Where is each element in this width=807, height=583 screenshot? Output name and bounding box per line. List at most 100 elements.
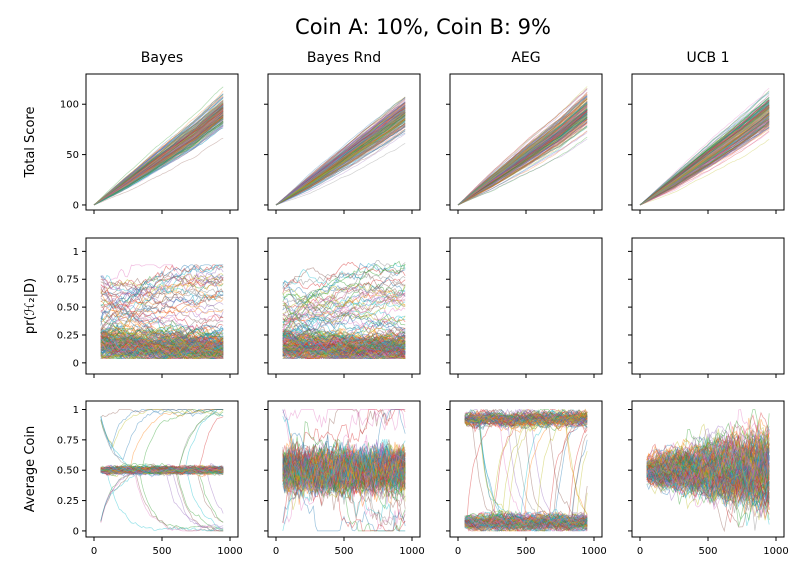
- series-line: [275, 112, 406, 206]
- series-line: [275, 108, 406, 206]
- panel-0-2: [446, 73, 603, 214]
- series-line: [639, 124, 770, 206]
- series-line: [646, 447, 770, 503]
- series-line: [100, 466, 224, 474]
- series-line: [639, 106, 770, 206]
- series-line: [93, 109, 224, 206]
- series-line: [464, 513, 588, 533]
- series-line: [100, 466, 224, 474]
- series-line: [282, 443, 406, 500]
- series-line: [93, 117, 224, 206]
- series-line: [639, 113, 770, 206]
- series-line: [464, 434, 588, 532]
- series-line: [275, 110, 406, 206]
- series-line: [464, 412, 588, 428]
- series-line: [464, 415, 588, 429]
- series-line: [282, 452, 406, 487]
- series-line: [457, 121, 588, 206]
- series-line: [93, 116, 224, 206]
- series-line: [464, 513, 588, 528]
- series-line: [275, 111, 406, 206]
- series-line: [100, 464, 224, 474]
- series-line: [93, 105, 224, 206]
- series-line: [282, 451, 406, 489]
- series-line: [457, 113, 588, 206]
- series-line: [282, 447, 406, 491]
- series-line: [464, 512, 588, 526]
- series-line: [639, 122, 770, 206]
- series-line: [646, 425, 770, 494]
- series-line: [282, 444, 406, 490]
- series-line: [464, 413, 588, 429]
- series-line: [457, 102, 588, 206]
- series-line: [282, 450, 406, 495]
- series-line: [93, 112, 224, 206]
- series-line: [100, 465, 224, 475]
- series-line: [464, 514, 588, 532]
- series-line: [639, 104, 770, 206]
- series-line: [93, 111, 224, 206]
- series-line: [639, 118, 770, 206]
- series-line: [100, 466, 224, 476]
- series-line: [100, 464, 224, 475]
- series-line: [457, 125, 588, 206]
- series-line: [639, 111, 770, 206]
- series-line: [100, 466, 224, 474]
- series-line: [275, 115, 406, 206]
- series-line: [93, 122, 224, 206]
- series-line: [282, 444, 406, 492]
- series-line: [100, 465, 224, 475]
- series-line: [93, 110, 224, 206]
- series-line: [457, 110, 588, 206]
- series-line: [93, 122, 224, 206]
- series-line: [646, 427, 770, 494]
- series-line: [639, 124, 770, 206]
- series-line: [282, 453, 406, 494]
- series-line: [93, 108, 224, 206]
- column-title: UCB 1: [687, 50, 730, 66]
- series-line: [457, 109, 588, 206]
- series-line: [639, 112, 770, 206]
- series-line: [275, 105, 406, 206]
- series-line: [275, 113, 406, 206]
- series-line: [646, 443, 770, 490]
- series-line: [464, 411, 588, 432]
- series-line: [93, 104, 224, 206]
- series-line: [275, 118, 406, 206]
- series-line: [639, 116, 770, 206]
- series-line: [464, 417, 588, 525]
- series-line: [639, 100, 770, 206]
- series-line: [646, 451, 770, 502]
- series-line: [464, 409, 588, 427]
- series-line: [646, 446, 770, 480]
- series-line: [646, 417, 770, 484]
- series-line: [275, 99, 406, 206]
- series-line: [275, 111, 406, 206]
- series-line: [464, 512, 588, 528]
- ytick-label: 0: [73, 358, 79, 369]
- series-line: [282, 446, 406, 487]
- series-line: [646, 432, 770, 497]
- series-line: [639, 107, 770, 206]
- series-line: [282, 449, 406, 505]
- series-line: [93, 105, 224, 206]
- series-line: [464, 418, 588, 531]
- series-line: [646, 430, 770, 494]
- series-line: [282, 440, 406, 490]
- series-line: [100, 343, 224, 359]
- series-line: [646, 450, 770, 500]
- series-line: [100, 467, 224, 476]
- series-line: [646, 464, 770, 508]
- series-line: [457, 116, 588, 206]
- series-line: [100, 467, 224, 475]
- series-line: [457, 112, 588, 206]
- series-line: [100, 465, 224, 532]
- series-line: [282, 450, 406, 497]
- series-line: [639, 105, 770, 206]
- series-line: [646, 444, 770, 497]
- series-line: [282, 448, 406, 490]
- series-line: [646, 440, 770, 491]
- series-line: [457, 108, 588, 206]
- series-line: [93, 116, 224, 206]
- series-line: [100, 466, 224, 474]
